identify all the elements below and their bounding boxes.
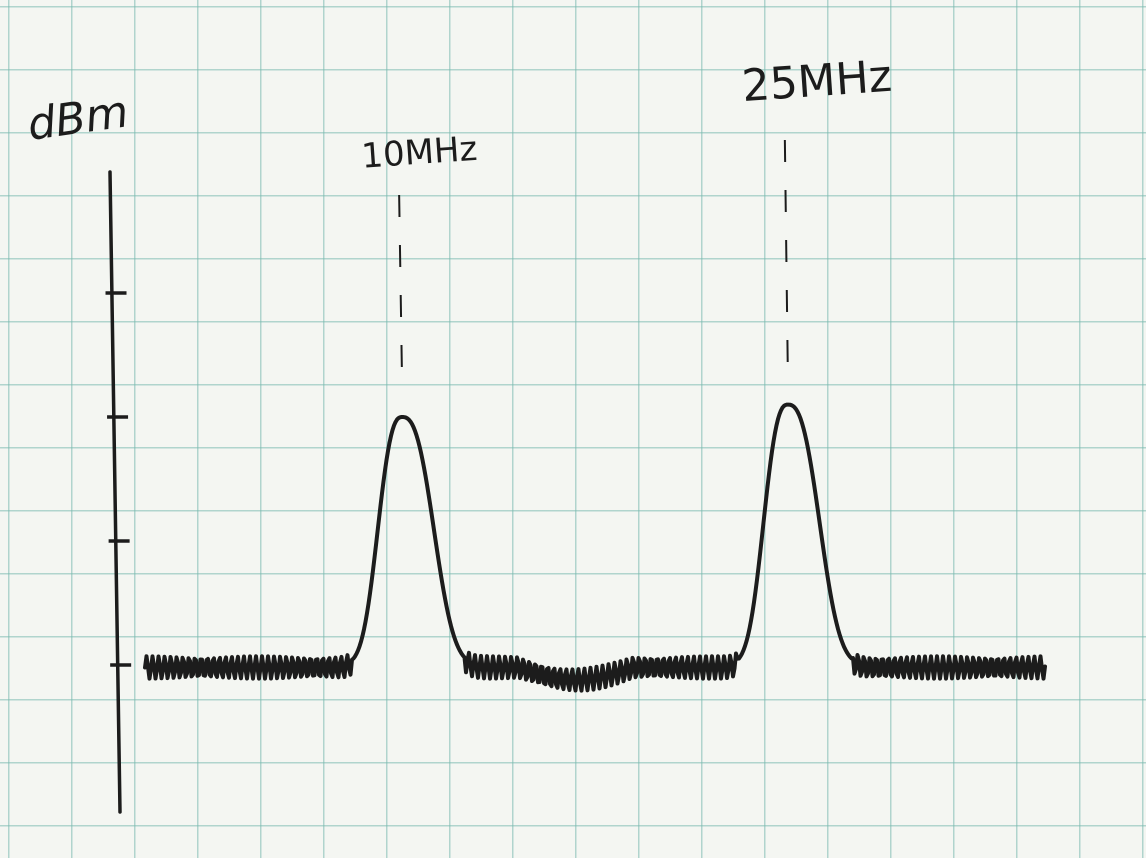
peak-label: 10MHz (360, 129, 479, 177)
y-axis-label: dBm (24, 86, 131, 151)
peak-label: 25MHz (740, 51, 893, 112)
peak-marker-line (398, 194, 404, 388)
y-axis-ticks (105, 291, 132, 667)
peak-annotations: 10MHz 25MHz (360, 51, 894, 388)
spectrum-trace (143, 402, 1047, 693)
peak-marker-line (783, 139, 789, 375)
y-axis (108, 170, 122, 814)
